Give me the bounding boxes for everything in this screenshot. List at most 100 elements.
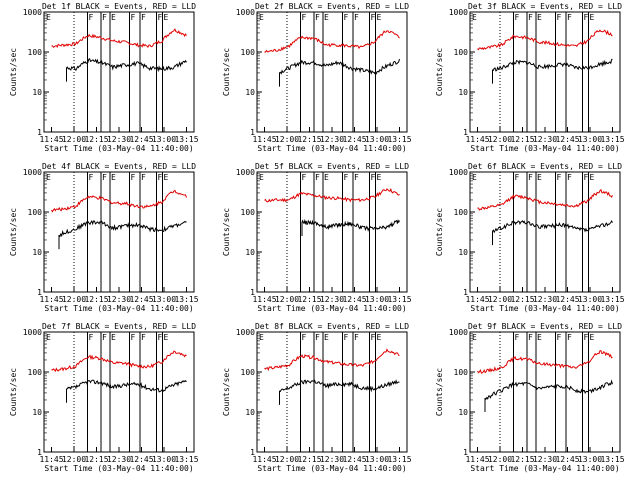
- y-tick-label: 1: [37, 288, 42, 297]
- x-tick-label: 12:15: [84, 295, 108, 304]
- flag-letter: F: [584, 13, 589, 22]
- events-series-line: [301, 218, 400, 232]
- flag-letter: F: [354, 333, 359, 342]
- x-tick-label: 12:45: [129, 455, 153, 464]
- x-tick-label: 12:45: [342, 135, 366, 144]
- lld-series-line: [264, 30, 400, 53]
- y-axis-label: Counts/sec: [9, 208, 18, 256]
- flag-letter: E: [590, 333, 595, 342]
- y-axis-label: Counts/sec: [9, 368, 18, 416]
- flag-letter: F: [557, 173, 562, 182]
- events-series-line: [492, 219, 613, 234]
- chart-panel-3: Det 3f BLACK = Events, RED = LLD 1 10 100 10…: [435, 2, 625, 153]
- x-tick-label: 11:45: [39, 455, 63, 464]
- x-tick-label: 13:15: [600, 455, 624, 464]
- x-tick-label: 11:45: [252, 135, 276, 144]
- y-tick-label: 100: [454, 48, 469, 57]
- chart-panel-5: Det 5f BLACK = Events, RED = LLD 1 10 100 10…: [222, 162, 412, 313]
- x-axis-label: Start Time (03-May-04 11:40:00): [44, 464, 193, 473]
- y-tick-label: 1000: [23, 8, 42, 17]
- x-tick-label: 12:30: [107, 295, 131, 304]
- x-tick-label: 12:15: [510, 455, 534, 464]
- x-tick-label: 13:15: [387, 135, 411, 144]
- flag-letter: F: [302, 173, 307, 182]
- x-tick-label: 11:45: [465, 455, 489, 464]
- x-tick-label: 13:00: [152, 295, 176, 304]
- events-series-line: [66, 58, 187, 73]
- flag-letter: E: [259, 13, 264, 22]
- y-tick-label: 100: [454, 208, 469, 217]
- y-tick-label: 1000: [236, 168, 255, 177]
- flag-letter: E: [46, 173, 51, 182]
- flag-letter: F: [371, 173, 376, 182]
- flag-letter: F: [354, 13, 359, 22]
- flag-letter: F: [315, 173, 320, 182]
- flag-letter: F: [302, 333, 307, 342]
- y-tick-label: 1: [250, 288, 255, 297]
- chart-panel-2: Det 2f BLACK = Events, RED = LLD 1 10 100 10…: [222, 2, 412, 153]
- x-tick-label: 12:30: [320, 455, 344, 464]
- flag-letter: E: [377, 173, 382, 182]
- flag-letter: F: [131, 173, 136, 182]
- y-tick-label: 10: [245, 248, 255, 257]
- chart-panel-6: Det 6f BLACK = Events, RED = LLD 1 10 100 10…: [435, 162, 625, 313]
- y-tick-label: 10: [245, 408, 255, 417]
- x-tick-label: 12:45: [129, 295, 153, 304]
- flag-letter: E: [377, 333, 382, 342]
- flag-letter: F: [515, 13, 520, 22]
- x-tick-label: 12:00: [488, 455, 512, 464]
- flag-letter: E: [259, 333, 264, 342]
- x-tick-label: 13:00: [365, 135, 389, 144]
- y-tick-label: 1: [463, 288, 468, 297]
- x-tick-label: 13:00: [152, 455, 176, 464]
- events-series-line: [58, 219, 187, 238]
- flag-letter: F: [302, 13, 307, 22]
- flag-letter: F: [315, 13, 320, 22]
- events-series-line: [492, 58, 613, 72]
- y-axis-label: Counts/sec: [222, 48, 231, 96]
- x-axis-label: Start Time (03-May-04 11:40:00): [470, 464, 619, 473]
- flag-letter: E: [324, 333, 329, 342]
- x-tick-label: 12:00: [488, 135, 512, 144]
- y-tick-label: 10: [458, 408, 468, 417]
- chart-panel-7: Det 7f BLACK = Events, RED = LLD 1 10 100 10…: [9, 322, 199, 473]
- flag-letter: F: [371, 13, 376, 22]
- flag-letter: F: [131, 13, 136, 22]
- x-tick-label: 12:30: [320, 135, 344, 144]
- x-tick-label: 13:00: [152, 135, 176, 144]
- flag-letter: F: [557, 13, 562, 22]
- chart-title: Det 7f BLACK = Events, RED = LLD: [42, 322, 196, 331]
- x-tick-label: 13:15: [600, 295, 624, 304]
- y-tick-label: 100: [241, 208, 256, 217]
- y-tick-label: 100: [454, 368, 469, 377]
- x-tick-label: 12:45: [555, 295, 579, 304]
- x-tick-label: 12:30: [533, 455, 557, 464]
- y-tick-label: 1000: [449, 8, 468, 17]
- x-tick-label: 13:00: [365, 295, 389, 304]
- lld-series-line: [264, 348, 400, 372]
- x-tick-label: 12:45: [342, 295, 366, 304]
- y-tick-label: 1000: [449, 328, 468, 337]
- x-tick-label: 12:00: [488, 295, 512, 304]
- lld-series-line: [51, 28, 187, 49]
- x-tick-label: 13:00: [578, 295, 602, 304]
- chart-title: Det 5f BLACK = Events, RED = LLD: [255, 162, 409, 171]
- flag-letter: E: [537, 333, 542, 342]
- flag-letter: E: [46, 13, 51, 22]
- events-series-line: [66, 379, 187, 393]
- y-axis-label: Counts/sec: [435, 208, 444, 256]
- x-tick-label: 12:15: [510, 295, 534, 304]
- lld-series-line: [264, 188, 400, 203]
- flag-letter: F: [141, 173, 146, 182]
- flag-letter: E: [111, 333, 116, 342]
- y-tick-label: 100: [241, 48, 256, 57]
- chart-panel-1: Det 1f BLACK = Events, RED = LLD 1 10 100 10…: [9, 2, 199, 153]
- x-tick-label: 11:45: [465, 295, 489, 304]
- flag-letter: F: [158, 13, 163, 22]
- y-tick-label: 10: [32, 408, 42, 417]
- flag-letter: F: [528, 333, 533, 342]
- x-tick-label: 12:45: [555, 135, 579, 144]
- flag-letter: F: [528, 173, 533, 182]
- x-axis-label: Start Time (03-May-04 11:40:00): [44, 304, 193, 313]
